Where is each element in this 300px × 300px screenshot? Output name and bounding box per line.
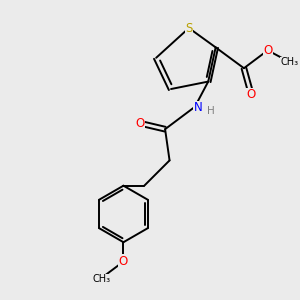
Text: O: O (135, 117, 144, 130)
Text: N: N (194, 101, 202, 114)
Text: O: O (247, 88, 256, 101)
Text: O: O (263, 44, 272, 57)
Text: H: H (207, 106, 215, 116)
Text: CH₃: CH₃ (92, 274, 110, 284)
Text: O: O (119, 255, 128, 268)
Text: CH₃: CH₃ (281, 57, 299, 67)
Text: S: S (185, 22, 193, 34)
